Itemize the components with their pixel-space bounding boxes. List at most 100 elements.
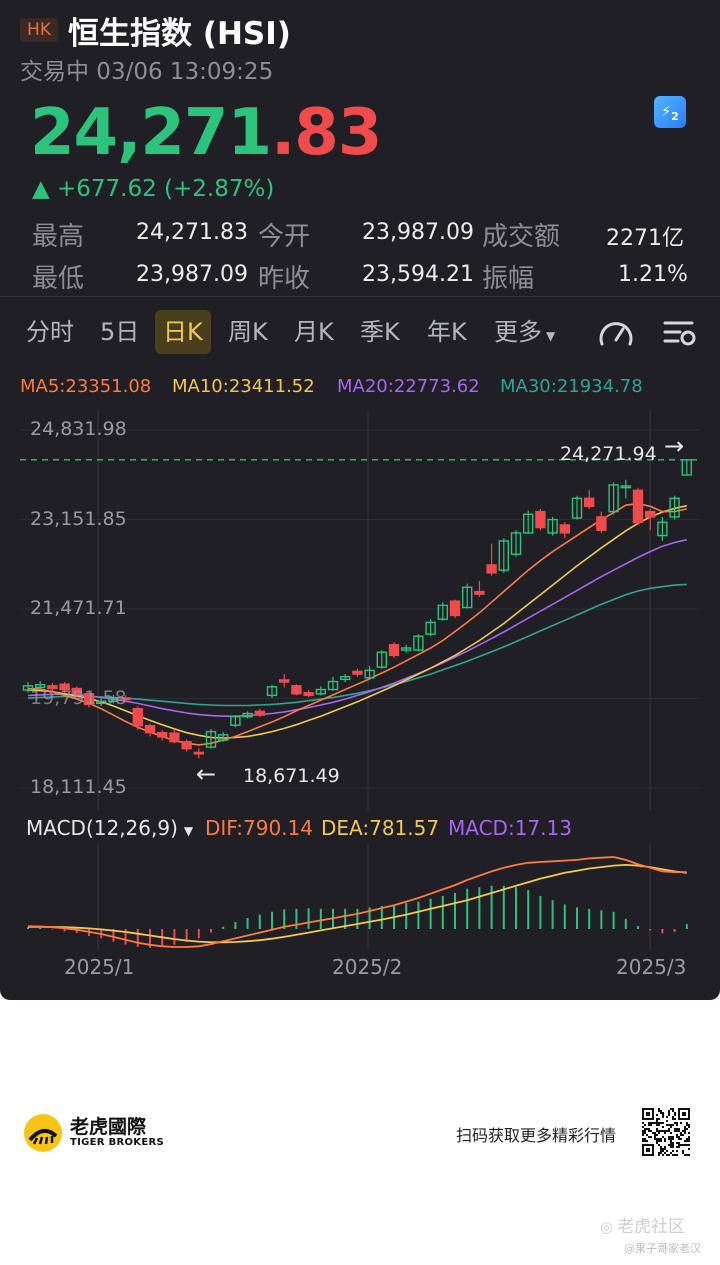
qr-module	[664, 1146, 666, 1148]
qr-module	[686, 1128, 688, 1130]
community-watermark: ◎ 老虎社区	[600, 1212, 685, 1237]
candle-body	[632, 489, 644, 523]
qr-module	[646, 1128, 648, 1130]
tab-weekly-k[interactable]: 周K	[228, 318, 268, 346]
scan-qr-text: 扫码获取更多精彩行情	[456, 1126, 617, 1145]
qr-module	[660, 1150, 662, 1152]
current-price-label: 24,271.94	[560, 443, 657, 465]
qr-module	[646, 1140, 648, 1142]
qr-module	[656, 1120, 658, 1122]
qr-module	[668, 1138, 670, 1140]
qr-module	[654, 1134, 656, 1136]
qr-module	[688, 1124, 690, 1126]
qr-module	[656, 1138, 658, 1140]
qr-module	[642, 1130, 644, 1132]
ma5-legend: MA5:23351.08	[20, 376, 152, 397]
qr-module	[660, 1152, 662, 1154]
candle-body	[315, 688, 326, 695]
candle-body	[596, 516, 607, 531]
qr-module	[662, 1136, 664, 1138]
qr-module	[672, 1116, 674, 1118]
candle-body	[449, 600, 461, 617]
qr-module	[672, 1124, 674, 1126]
qr-module	[658, 1154, 660, 1156]
qr-module	[648, 1122, 650, 1124]
qr-module	[658, 1152, 660, 1154]
qr-module	[648, 1124, 650, 1126]
prev-close-value: 23,594.21	[362, 262, 474, 287]
qr-module	[670, 1140, 672, 1142]
candle-body	[22, 685, 34, 691]
candle-body	[364, 669, 375, 679]
macd-chart[interactable]	[0, 845, 720, 950]
macd-params-label: MACD(12,26,9)	[26, 816, 178, 840]
qr-module	[676, 1130, 678, 1132]
qr-module	[688, 1138, 690, 1140]
tab-daily-k[interactable]: 日K	[155, 310, 211, 354]
candlestick-chart[interactable]	[0, 410, 720, 810]
qr-module	[656, 1140, 658, 1142]
qr-module	[668, 1128, 670, 1130]
y-tick-label: 24,831.98	[30, 418, 127, 440]
qr-module	[680, 1122, 682, 1124]
dif-line	[27, 856, 687, 948]
candle-body	[669, 497, 680, 518]
qr-module	[654, 1122, 656, 1124]
qr-module	[656, 1124, 658, 1126]
qr-module	[670, 1124, 672, 1126]
open-label: 今开	[258, 222, 311, 252]
macd-params[interactable]: MACD(12,26,9) ▼	[26, 816, 193, 840]
qr-module	[688, 1126, 690, 1128]
y-tick-label: 19,791.58	[30, 687, 127, 709]
low-label: 最低	[32, 264, 85, 294]
tab-intraday[interactable]: 分时	[26, 318, 74, 346]
lightning-l2-icon[interactable]: ⚡2	[654, 96, 686, 128]
indicator-settings-icon[interactable]	[662, 316, 698, 350]
qr-module	[668, 1154, 670, 1156]
tab-quarterly-k[interactable]: 季K	[360, 318, 400, 346]
qr-module	[644, 1140, 646, 1142]
qr-module	[682, 1130, 684, 1132]
l2-level: 2	[671, 109, 679, 123]
candle-body	[156, 731, 168, 738]
macd-value: MACD:17.13	[448, 816, 572, 840]
high-value: 24,271.83	[136, 220, 248, 245]
qr-module	[668, 1130, 670, 1132]
qr-module	[688, 1148, 690, 1150]
candle-body	[498, 540, 509, 571]
qr-module	[658, 1144, 660, 1146]
last-price: 24,271.83	[30, 96, 382, 170]
qr-module	[674, 1118, 676, 1120]
qr-module	[660, 1146, 662, 1148]
qr-module	[688, 1144, 690, 1146]
qr-module	[644, 1130, 646, 1132]
qr-code-icon[interactable]	[642, 1108, 690, 1156]
qr-module	[648, 1136, 650, 1138]
qr-module	[664, 1130, 666, 1132]
qr-module	[678, 1146, 680, 1148]
tab-more[interactable]: 更多 ▼	[494, 310, 555, 354]
qr-module	[668, 1136, 670, 1138]
candle-body	[510, 532, 522, 555]
qr-module	[650, 1122, 652, 1124]
qr-module	[676, 1122, 678, 1124]
qr-module	[658, 1118, 660, 1120]
candle-body	[327, 680, 339, 691]
tab-yearly-k[interactable]: 年K	[427, 318, 467, 346]
candle-body	[95, 700, 107, 705]
qr-module	[664, 1148, 666, 1150]
qr-module	[672, 1136, 674, 1138]
qr-module	[680, 1132, 682, 1134]
qr-module	[672, 1144, 674, 1146]
qr-module	[672, 1118, 674, 1120]
tab-5day[interactable]: 5日	[100, 318, 140, 346]
gauge-icon[interactable]	[596, 316, 636, 350]
qr-module	[682, 1112, 686, 1116]
tab-monthly-k[interactable]: 月K	[294, 318, 334, 346]
amplitude-label: 振幅	[482, 264, 535, 294]
qr-module	[664, 1140, 666, 1142]
qr-module	[670, 1152, 672, 1154]
qr-module	[642, 1140, 644, 1142]
qr-module	[646, 1148, 650, 1152]
watermark-sub: @果子哥家老汉	[624, 1242, 701, 1255]
